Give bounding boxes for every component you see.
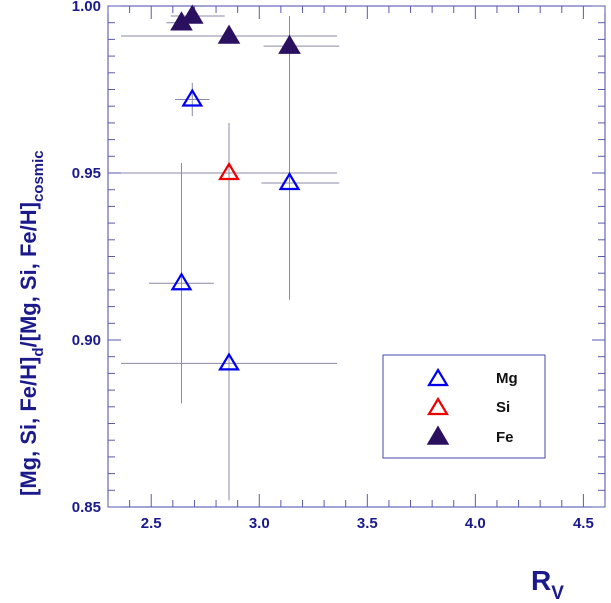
x-tick-label: 4.0 <box>465 515 486 532</box>
legend-label-fe: Fe <box>496 429 514 446</box>
error-bars <box>120 9 340 501</box>
legend-marker-si <box>427 396 449 416</box>
legend-label-si: Si <box>496 399 510 416</box>
x-axis-title-main: R <box>531 565 551 596</box>
x-tick-label: 2.5 <box>141 515 162 532</box>
data-point-si <box>218 161 240 181</box>
y-axis-title-sub2: cosmic <box>30 150 47 202</box>
legend-box <box>382 354 546 459</box>
data-point-fe <box>217 24 241 44</box>
data-point-fe <box>180 4 204 24</box>
legend-marker-fe <box>426 425 450 445</box>
x-axis-title-sub: V <box>551 583 564 603</box>
y-tick-label: 0.90 <box>72 332 101 349</box>
tick-labels: 2.5 3.0 3.5 4.0 4.5 0.85 0.90 0.95 1.00 <box>72 0 594 532</box>
y-axis-title: [Mg, Si, Fe/H]d/[Mg, Si, Fe/H]cosmic <box>16 150 47 496</box>
data-point-mg <box>218 352 240 371</box>
data-point-fe <box>278 34 301 54</box>
y-tick-label: 0.85 <box>72 499 101 516</box>
x-tick-label: 3.5 <box>357 515 378 532</box>
legend-label-mg: Mg <box>496 370 518 387</box>
y-axis-title-mid: /[Mg, Si, Fe/H] <box>16 202 41 347</box>
x-tick-label: 4.5 <box>573 515 594 532</box>
data-markers <box>170 4 301 371</box>
y-axis-title-main: [Mg, Si, Fe/H] <box>16 357 41 496</box>
x-axis-title: RV <box>531 565 564 603</box>
legend: Mg Si Fe <box>382 354 546 459</box>
legend-marker-mg <box>427 367 449 387</box>
y-axis-title-sub1: d <box>30 348 47 357</box>
y-tick-label: 0.95 <box>72 165 101 182</box>
data-point-mg <box>278 171 301 191</box>
x-tick-label: 3.0 <box>249 515 270 532</box>
data-point-mg <box>181 88 204 107</box>
data-point-mg <box>170 272 193 291</box>
y-tick-label: 1.00 <box>72 0 101 15</box>
